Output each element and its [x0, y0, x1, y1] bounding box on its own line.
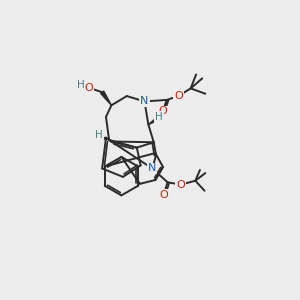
Polygon shape — [100, 91, 111, 105]
Text: O: O — [174, 91, 183, 101]
Text: O: O — [159, 190, 168, 200]
Text: O: O — [84, 82, 93, 93]
Text: N: N — [140, 96, 149, 106]
Text: H: H — [155, 112, 163, 122]
Text: O: O — [176, 180, 185, 190]
Polygon shape — [148, 117, 159, 124]
Text: H: H — [95, 130, 103, 140]
Text: N: N — [148, 164, 156, 173]
Text: O: O — [159, 106, 167, 116]
Text: H: H — [77, 80, 85, 89]
